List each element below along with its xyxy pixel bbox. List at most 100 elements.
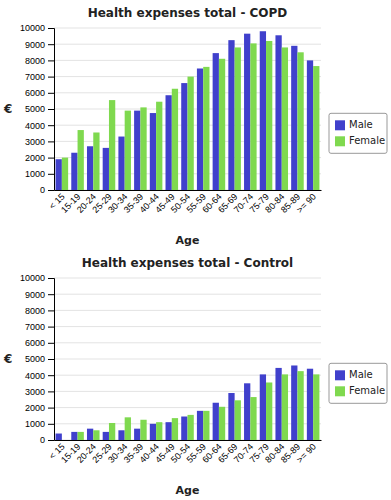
y-tick-label: 0 <box>40 435 45 445</box>
legend-swatch <box>335 370 345 380</box>
y-tick-mark <box>48 77 54 78</box>
y-tick-label: 0 <box>40 185 45 195</box>
y-tick-mark <box>48 310 54 311</box>
bar <box>62 440 68 441</box>
bar <box>250 397 256 440</box>
bar-series <box>56 365 314 440</box>
y-tick-label: 6000 <box>25 88 45 98</box>
legend-swatch <box>335 136 345 146</box>
bar <box>250 43 256 190</box>
bar <box>203 411 209 440</box>
y-tick-mark <box>48 141 54 142</box>
bar <box>297 371 303 440</box>
y-tick: 4000 <box>25 121 54 131</box>
y-tick-label: 1000 <box>25 169 45 179</box>
bar <box>87 429 93 440</box>
y-tick: 8000 <box>25 306 54 316</box>
panel: Health expenses total - COPD010002000300… <box>3 6 387 247</box>
y-axis-line <box>48 29 55 191</box>
legend: Male Female <box>329 363 387 403</box>
y-tick-mark <box>48 60 54 61</box>
bar <box>156 102 162 190</box>
bar <box>71 153 77 190</box>
y-axis-line <box>48 279 55 441</box>
y-axis-title: € <box>3 352 12 366</box>
y-tick: 8000 <box>25 56 54 66</box>
legend-label: Male <box>349 369 373 380</box>
y-tick-label: 1000 <box>25 419 45 429</box>
y-tick-label: 9000 <box>25 40 45 50</box>
bar <box>166 95 172 190</box>
y-tick-label: 4000 <box>25 121 45 131</box>
bar <box>134 111 140 190</box>
bar <box>291 46 297 190</box>
y-tick: 5000 <box>25 354 54 364</box>
grid-line <box>54 326 321 327</box>
y-tick-mark <box>48 158 54 159</box>
grid-line <box>54 342 321 343</box>
y-tick-label: 6000 <box>25 338 45 348</box>
y-tick-mark <box>48 375 54 376</box>
legend-item: Female <box>335 135 385 146</box>
bar <box>181 83 187 190</box>
legend-label: Female <box>349 385 385 396</box>
y-tick-label: 2000 <box>25 403 45 413</box>
y-tick-label: 7000 <box>25 322 45 332</box>
y-tick-mark <box>48 109 54 110</box>
y-tick-label: 5000 <box>25 354 45 364</box>
y-tick-label: 3000 <box>25 387 45 397</box>
x-tick-label: >= 90 <box>295 192 318 215</box>
y-tick-mark <box>48 424 54 425</box>
bar <box>172 418 178 440</box>
y-tick: 2000 <box>25 403 54 413</box>
grid-line <box>54 294 321 295</box>
grid-line <box>54 310 321 311</box>
x-axis-title: Age <box>176 484 200 497</box>
bar <box>235 400 241 440</box>
bar <box>219 59 225 190</box>
y-tick: 7000 <box>25 322 54 332</box>
bar <box>150 424 156 440</box>
grid <box>54 278 321 440</box>
x-tick: >= 90 <box>295 190 318 215</box>
y-tick-mark <box>48 125 54 126</box>
y-tick-mark <box>48 278 54 279</box>
bar <box>228 393 234 440</box>
x-tick-label: >= 90 <box>295 442 318 465</box>
bar <box>197 411 203 440</box>
y-tick-label: 8000 <box>25 306 45 316</box>
x-axis: < 1515-1920-2425-2930-3435-3940-4445-495… <box>47 440 321 465</box>
legend-frame <box>329 113 387 153</box>
background <box>0 0 391 500</box>
bar <box>203 67 209 190</box>
y-tick-label: 10000 <box>20 23 45 33</box>
bar <box>56 159 62 190</box>
bar <box>244 34 250 190</box>
y-tick: 5000 <box>25 104 54 114</box>
y-axis: 0100020003000400050006000700080009000100… <box>20 23 55 195</box>
y-tick-mark <box>48 190 54 191</box>
bar <box>307 369 313 440</box>
y-tick: 10000 <box>20 273 54 283</box>
bar <box>307 60 313 190</box>
bar <box>188 415 194 440</box>
y-tick: 3000 <box>25 387 54 397</box>
y-tick: 3000 <box>25 137 54 147</box>
bar-series <box>78 371 320 440</box>
bar <box>78 130 84 190</box>
y-tick: 6000 <box>25 338 54 348</box>
bar <box>219 407 225 440</box>
y-tick-mark <box>48 327 54 328</box>
bar <box>172 89 178 190</box>
bar <box>166 422 172 440</box>
legend-item: Female <box>335 385 385 396</box>
bar <box>150 113 156 190</box>
bar <box>78 432 84 440</box>
plot-area: 0 1000 2000 3000 4000 5000 6000 7000 8000 9000 100… <box>20 273 322 465</box>
y-tick: 9000 <box>25 40 54 50</box>
bar <box>125 111 131 190</box>
y-tick-label: 4000 <box>25 371 45 381</box>
bar <box>282 374 288 440</box>
bar <box>62 158 68 190</box>
y-tick-label: 9000 <box>25 290 45 300</box>
